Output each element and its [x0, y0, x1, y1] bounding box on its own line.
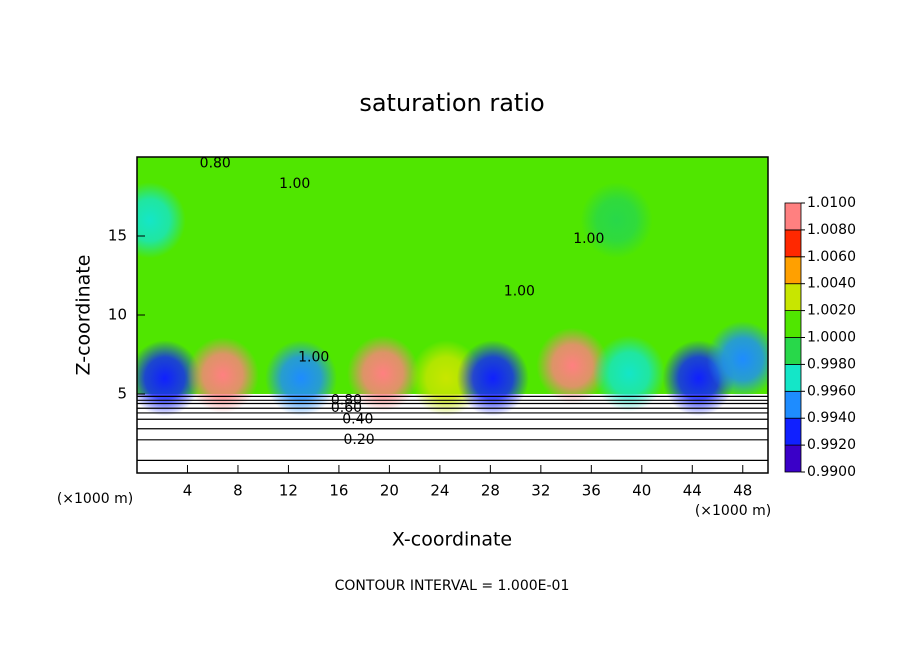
- footer: CONTOUR INTERVAL = 1.000E-01: [335, 578, 570, 594]
- colorbar-tick-label: 1.0080: [807, 222, 856, 238]
- x-tick-label: 44: [683, 482, 702, 500]
- contour-label: 1.00: [504, 283, 535, 299]
- field-feature: [265, 340, 338, 417]
- colorbar-tick-label: 0.9900: [807, 464, 856, 480]
- colorbar-tick-label: 1.0060: [807, 249, 856, 265]
- y-tick-label: 10: [108, 306, 127, 324]
- x-tick-label: 36: [582, 482, 601, 500]
- colorbar-swatch: [784, 417, 802, 446]
- field-feature: [536, 327, 609, 404]
- field-feature: [347, 335, 420, 412]
- contour-label: 0.80: [200, 155, 231, 171]
- colorbar-swatch: [784, 310, 802, 338]
- colorbar-swatch: [784, 202, 802, 231]
- colorbar-swatch: [784, 363, 802, 392]
- contour-label: 0.40: [342, 411, 373, 427]
- field-feature: [706, 321, 768, 398]
- colorbar-tick-label: 0.9960: [807, 383, 856, 399]
- x-tick-label: 28: [481, 482, 500, 500]
- colorbar-tick-label: 0.9980: [807, 356, 856, 372]
- colorbar-swatch: [784, 337, 802, 365]
- colorbar-tick-label: 0.9920: [807, 437, 856, 453]
- colorbar-tick-label: 1.0100: [807, 195, 856, 211]
- x-axis-label: X-coordinate: [392, 529, 512, 551]
- colorbar-swatch: [784, 229, 802, 258]
- y-tick-label: 15: [108, 227, 127, 245]
- field-feature: [593, 335, 666, 412]
- y-axis-label: Z-coordinate: [73, 255, 95, 376]
- colorbar-swatch: [784, 390, 802, 419]
- x-tick-label: 24: [430, 482, 449, 500]
- x-tick-label: 40: [632, 482, 651, 500]
- x-unit: (×1000 m): [695, 503, 771, 519]
- x-tick-label: 20: [380, 482, 399, 500]
- colorbar-tick-label: 1.0000: [807, 330, 856, 346]
- colorbar-swatch: [784, 444, 802, 473]
- field-feature: [186, 337, 259, 414]
- contour-label: 1.00: [573, 231, 604, 247]
- x-unit: (×1000 m): [57, 491, 133, 507]
- y-tick-label: 5: [117, 385, 127, 403]
- colorbar-tick-label: 1.0020: [807, 303, 856, 319]
- field-feature: [137, 182, 186, 259]
- field: 0.801.001.001.001.000.800.600.400.20: [137, 155, 768, 461]
- colorbar-swatch: [784, 283, 802, 312]
- x-tick-label: 8: [233, 482, 243, 500]
- contour-label: 0.60: [331, 400, 362, 416]
- contour-label: 1.00: [279, 176, 310, 192]
- contour-label: 0.80: [331, 392, 362, 408]
- colorbar-tick-label: 0.9940: [807, 410, 856, 426]
- x-tick-label: 48: [733, 482, 752, 500]
- field-feature: [137, 340, 201, 417]
- x-tick-label: 4: [183, 482, 193, 500]
- colorbar-tick-label: 1.0040: [807, 276, 856, 292]
- x-tick-label: 16: [329, 482, 348, 500]
- chart-title: saturation ratio: [359, 89, 544, 117]
- x-tick-label: 12: [279, 482, 298, 500]
- colorbar-swatch: [784, 256, 802, 285]
- x-tick-label: 32: [531, 482, 550, 500]
- field-feature: [456, 340, 529, 417]
- contour-label: 1.00: [298, 350, 329, 366]
- field-feature: [580, 182, 653, 259]
- contour-label: 0.20: [344, 432, 375, 448]
